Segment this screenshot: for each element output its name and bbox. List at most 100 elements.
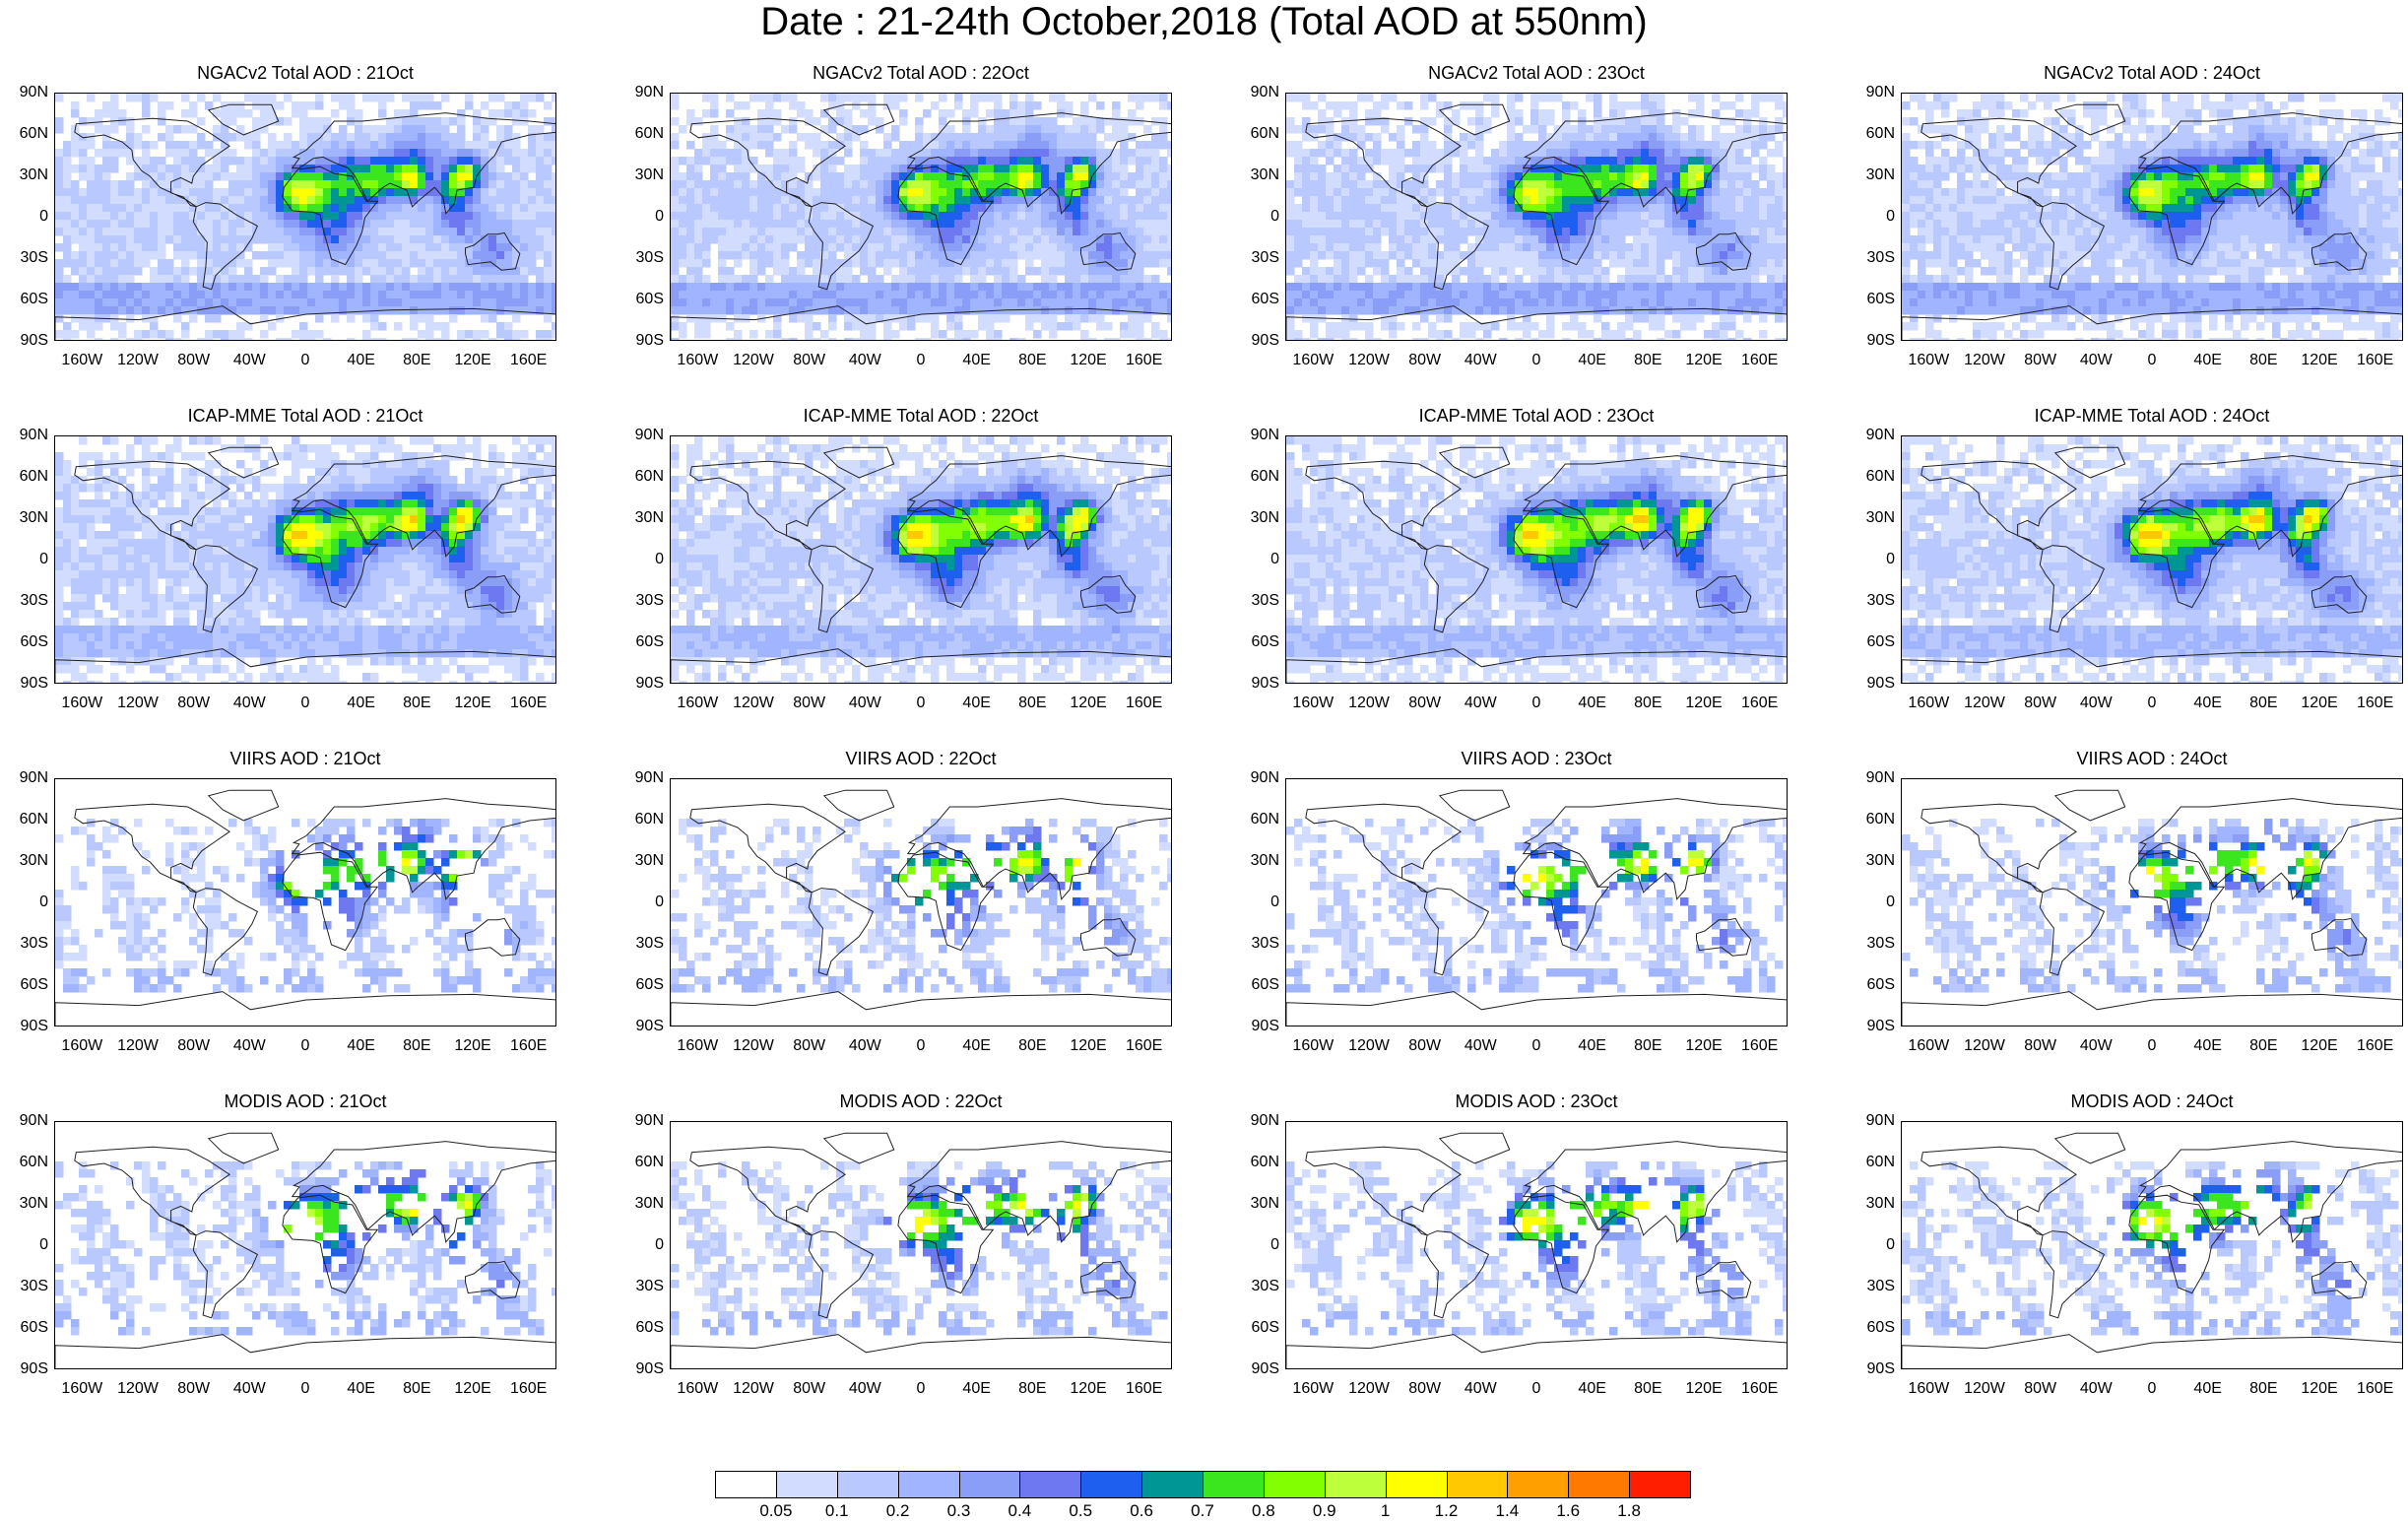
- colorbar-swatch: [1263, 1471, 1326, 1498]
- colorbar-swatch: [1385, 1471, 1448, 1498]
- main-title: Date : 21-24th October,2018 (Total AOD a…: [760, 0, 1648, 43]
- lat-tick-label: 90N: [1250, 427, 1279, 443]
- lon-tick-label: 80E: [1634, 352, 1662, 368]
- lon-tick-label: 120W: [733, 695, 774, 711]
- lat-tick-label: 60N: [19, 125, 48, 142]
- lon-tick-label: 40E: [347, 1380, 375, 1397]
- map-frame: [1901, 1121, 2403, 1369]
- lon-tick-label: 0: [2147, 352, 2157, 368]
- lon-tick-label: 40W: [232, 695, 266, 711]
- lat-tick-label: 60N: [1250, 468, 1279, 485]
- lon-tick-label: 80E: [2249, 1380, 2278, 1397]
- colorbar-label: 0.4: [1008, 1501, 1032, 1520]
- lon-tick-label: 120W: [733, 1037, 774, 1054]
- colorbar-label: 0.3: [946, 1501, 971, 1520]
- colorbar-label: 0.9: [1312, 1501, 1336, 1520]
- lat-tick-label: 30N: [19, 1195, 48, 1212]
- lon-tick-label: 40E: [1578, 1037, 1606, 1054]
- lat-tick-label: 0: [39, 894, 48, 910]
- aod-field: [55, 1132, 555, 1368]
- lat-tick-label: 60N: [1865, 468, 1895, 485]
- colorbar-label: 0.05: [759, 1501, 793, 1520]
- lat-tick-label: 60N: [634, 125, 664, 142]
- lon-tick-label: 80W: [1408, 695, 1442, 711]
- lon-tick-label: 40E: [2193, 352, 2222, 368]
- lat-tick-label: 30S: [1251, 935, 1279, 952]
- lon-tick-label: 0: [1531, 352, 1541, 368]
- lat-tick-label: 90N: [634, 84, 664, 100]
- map-frame: [1285, 778, 1788, 1026]
- lat-tick-label: 90N: [19, 427, 48, 443]
- lon-tick-label: 160W: [61, 695, 103, 711]
- aod-field: [1286, 789, 1787, 1026]
- lat-tick-label: 90S: [635, 332, 664, 349]
- lat-tick-label: 30N: [634, 509, 664, 526]
- lon-tick-label: 160W: [1908, 352, 1950, 368]
- colorbar-label: 0.7: [1191, 1501, 1214, 1520]
- lon-tick-label: 160W: [1292, 352, 1334, 368]
- lat-tick-label: 90N: [634, 1112, 664, 1129]
- lon-tick-label: 40E: [962, 352, 991, 368]
- lon-tick-label: 40E: [2193, 1380, 2222, 1397]
- lon-tick-label: 120E: [1685, 1380, 1723, 1397]
- lon-tick-label: 40W: [2079, 1037, 2113, 1054]
- lon-tick-label: 0: [916, 1380, 926, 1397]
- lon-tick-label: 40E: [347, 1037, 375, 1054]
- lat-tick-label: 30S: [635, 935, 664, 952]
- lon-tick-label: 40W: [1464, 695, 1497, 711]
- lon-tick-label: 120E: [1070, 1037, 1107, 1054]
- lon-tick-label: 40E: [962, 1037, 991, 1054]
- map-frame: [670, 93, 1172, 341]
- lon-tick-label: 160W: [677, 352, 719, 368]
- lon-tick-label: 120E: [1070, 695, 1107, 711]
- lon-tick-label: 0: [300, 1037, 310, 1054]
- lon-tick-label: 120E: [2301, 1380, 2338, 1397]
- colorbar-swatch: [1203, 1471, 1265, 1498]
- lon-tick-label: 80E: [403, 352, 431, 368]
- lon-tick-label: 40E: [2193, 1037, 2222, 1054]
- map-frame: [54, 778, 556, 1026]
- colorbar-label: 1: [1380, 1501, 1391, 1520]
- lon-tick-label: 80W: [793, 1037, 826, 1054]
- lat-tick-label: 90N: [1865, 84, 1895, 100]
- lat-tick-label: 60N: [1865, 811, 1895, 828]
- lat-tick-label: 90S: [635, 675, 664, 692]
- lat-tick-label: 30N: [1865, 166, 1895, 183]
- lat-tick-label: 30N: [19, 166, 48, 183]
- lat-tick-label: 90N: [634, 427, 664, 443]
- lon-tick-label: 120W: [1348, 1380, 1390, 1397]
- lon-tick-label: 0: [300, 1380, 310, 1397]
- lon-tick-label: 40W: [1464, 1037, 1497, 1054]
- colorbar-swatch: [1324, 1471, 1387, 1498]
- lat-tick-label: 90N: [634, 769, 664, 786]
- panel-title: VIIRS AOD : 24Oct: [2076, 749, 2228, 768]
- lat-tick-label: 0: [1270, 894, 1279, 910]
- lat-tick-label: 90S: [635, 1018, 664, 1034]
- colorbar-label: 1.4: [1495, 1501, 1520, 1520]
- lon-tick-label: 40W: [2079, 1380, 2113, 1397]
- map-frame: [54, 435, 556, 684]
- lon-tick-label: 80E: [1018, 352, 1047, 368]
- lat-tick-label: 30S: [635, 249, 664, 266]
- lon-tick-label: 0: [300, 695, 310, 711]
- lat-tick-label: 60S: [635, 1319, 664, 1336]
- lon-tick-label: 40E: [1578, 695, 1606, 711]
- lon-tick-label: 160E: [1740, 352, 1779, 368]
- map-frame: [54, 93, 556, 341]
- lat-tick-label: 0: [655, 894, 664, 910]
- lon-tick-label: 80W: [1408, 1380, 1442, 1397]
- lat-tick-label: 30S: [635, 592, 664, 609]
- lon-tick-label: 120E: [454, 1037, 491, 1054]
- lon-tick-label: 160E: [509, 695, 548, 711]
- lat-tick-label: 30N: [634, 852, 664, 869]
- lat-tick-label: 60S: [20, 1319, 48, 1336]
- lon-tick-label: 160E: [2356, 1037, 2394, 1054]
- lat-tick-label: 60S: [1866, 1319, 1895, 1336]
- panel-title: MODIS AOD : 23Oct: [1455, 1092, 1618, 1111]
- lon-tick-label: 160W: [677, 1037, 719, 1054]
- lon-tick-label: 40W: [848, 1380, 881, 1397]
- lon-tick-label: 40W: [848, 1037, 881, 1054]
- lon-tick-label: 40W: [2079, 352, 2113, 368]
- panel-title: NGACv2 Total AOD : 24Oct: [2044, 63, 2260, 83]
